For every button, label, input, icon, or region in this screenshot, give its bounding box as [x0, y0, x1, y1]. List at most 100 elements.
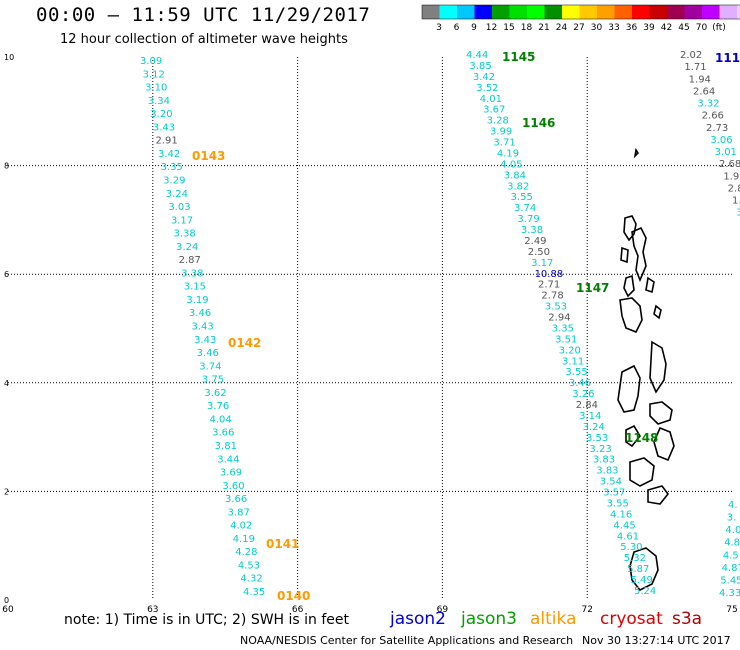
wave-height-value: 3.38: [173, 229, 195, 240]
wave-height-value: 3.60: [222, 481, 244, 492]
wave-height-value: 2.02: [680, 50, 702, 61]
wave-height-value: 5.24: [634, 586, 656, 597]
x-tick-label: 69: [437, 605, 449, 615]
colorbar-swatch: [562, 5, 580, 19]
island-outline: [633, 147, 640, 159]
x-tick-label: 66: [292, 605, 304, 615]
y-tick-label: 0: [4, 596, 9, 605]
wave-height-value: 3.19: [186, 295, 208, 306]
wave-height-value: 3.29: [163, 175, 185, 186]
footer-credit: NOAA/NESDIS Center for Satellite Applica…: [240, 634, 574, 647]
island-outline: [623, 215, 637, 242]
wave-height-value: 3.34: [148, 96, 170, 107]
wave-height-value: 3.24: [166, 189, 188, 200]
pass-labels: 0143 0142 0141 0140 1145 1146 1147 1148 111: [192, 50, 740, 603]
wave-height-value: 1.94: [689, 74, 711, 85]
wave-height-value: 4.32: [240, 574, 262, 585]
wave-height-value: 5.32: [624, 553, 646, 564]
island-outline: [623, 274, 635, 298]
wave-height-value: 3.55: [607, 498, 629, 509]
colorbar-label: 24: [556, 23, 568, 33]
pass-label: 1148: [625, 431, 658, 445]
footer-timestamp: Nov 30 13:27:14 UTC 2017: [582, 634, 731, 647]
wave-height-value: 1.71: [684, 62, 706, 73]
wave-height-value: 4.33: [719, 588, 740, 599]
colorbar: 3 6 9 12 15 18 21 24 27 30 33 36 39 42 45 70 (ft): [421, 4, 740, 33]
wave-height-value: 3.09: [140, 56, 162, 67]
wave-height-value: 3.24: [176, 242, 198, 253]
wave-height-value: 5.45: [720, 575, 740, 586]
wave-height-value: 3.15: [184, 282, 206, 293]
wave-height-value: 3.81: [215, 441, 237, 452]
colorbar-label: 15: [503, 23, 514, 33]
colorbar-swatch: [457, 5, 475, 19]
wave-height-value: 3.43: [192, 322, 214, 333]
wave-height-value: 3.26: [572, 389, 594, 400]
y-tick-label: 10: [4, 53, 14, 62]
colorbar-label: 42: [661, 23, 672, 33]
wave-height-value: 3.11: [562, 356, 584, 367]
legend-altika: altika: [530, 609, 577, 629]
wave-height-value: 4.8: [724, 538, 740, 549]
wave-height-value: 3.53: [545, 302, 567, 313]
colorbar-swatch: [702, 5, 720, 19]
wave-height-value: 3.62: [204, 388, 226, 399]
colorbar-swatch: [597, 5, 615, 19]
wave-height-value: 3.74: [514, 203, 536, 214]
wave-height-value: 4.01: [480, 94, 502, 105]
wave-height-value: 3.32: [697, 99, 719, 110]
wave-height-value: 3.03: [168, 202, 190, 213]
wave-height-value: 2.87: [179, 255, 201, 266]
wave-height-value: 3.12: [143, 69, 165, 80]
wave-height-value: 4.19: [497, 148, 519, 159]
colorbar-swatch: [579, 5, 597, 19]
wave-height-value: 2.64: [693, 86, 715, 97]
wave-height-value: 3.99: [490, 127, 512, 138]
wave-height-value: 3.71: [493, 138, 515, 149]
colorbar-swatch: [509, 5, 527, 19]
colorbar-label: 27: [573, 23, 584, 33]
x-tick-label: 72: [581, 605, 592, 615]
wave-height-value: 3.82: [507, 181, 529, 192]
wave-height-value: 3.57: [603, 488, 625, 499]
wave-height-value: 3.66: [225, 494, 247, 505]
wave-height-value: 4.16: [610, 509, 632, 520]
colorbar-swatch: [492, 5, 510, 19]
x-tick-label: 75: [726, 605, 737, 615]
wave-height-value: 4.05: [500, 159, 522, 170]
track-values: 3.09 3.12 3.10 3.34 3.20 3.43 2.91 3.42 3.35 3.29…: [140, 50, 740, 599]
wave-height-value: 3.: [736, 208, 740, 219]
wave-height-value: 5.87: [627, 564, 649, 575]
wave-height-value: 3.42: [158, 149, 180, 160]
wave-height-value: 3.38: [521, 225, 543, 236]
wave-height-value: 3.44: [217, 454, 239, 465]
wave-height-value: 3.55: [565, 367, 587, 378]
colorbar-swatch: [614, 5, 632, 19]
wave-height-value: 3.53: [586, 433, 608, 444]
colorbar-swatch: [649, 5, 667, 19]
colorbar-swatch: [737, 5, 740, 19]
legend-jason3: jason3: [461, 609, 517, 629]
colorbar-label: 33: [608, 23, 619, 33]
x-tick-label: 60: [2, 605, 14, 615]
colorbar-label: 36: [626, 23, 638, 33]
pass-label: 0141: [266, 537, 299, 551]
colorbar-label: 12: [486, 23, 497, 33]
wave-height-value: 2.91: [155, 136, 177, 147]
pass-label: 0143: [192, 149, 225, 163]
wave-height-value: 4.0: [725, 525, 740, 536]
island-outline: [619, 297, 643, 334]
wave-height-value: 3.87: [228, 507, 250, 518]
wave-height-value: 3.67: [483, 105, 505, 116]
wave-height-value: 1.8: [732, 196, 740, 207]
wave-height-value: 3.84: [504, 170, 526, 181]
wave-height-value: 3.20: [150, 109, 172, 120]
colorbar-label: (ft): [712, 23, 726, 33]
grid-lines: 60 63 66 69 72 75 0 2 4 6 8 10: [2, 53, 737, 615]
pass-label: 111: [715, 51, 740, 65]
wave-height-value: 4.45: [613, 520, 635, 531]
wave-height-value: 3.46: [569, 378, 591, 389]
wave-height-value: 3.66: [212, 428, 234, 439]
legend-jason2: jason2: [390, 609, 446, 629]
